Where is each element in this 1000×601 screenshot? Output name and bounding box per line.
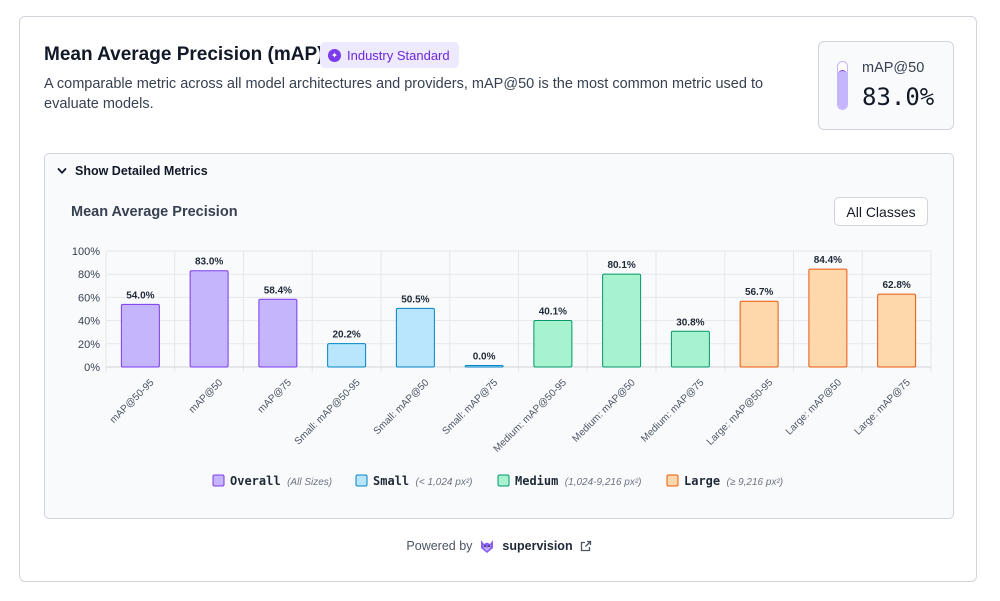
bar-large-map-75 bbox=[877, 293, 917, 368]
legend-note-large: (≥ 9,216 px²) bbox=[727, 477, 784, 488]
y-tick-label: 100% bbox=[72, 246, 100, 258]
bar-value-label: 40.1% bbox=[539, 306, 567, 317]
badge-label: Industry Standard bbox=[347, 47, 450, 63]
kpi-value: 83.0% bbox=[862, 83, 935, 111]
description: A comparable metric across all model arc… bbox=[44, 76, 764, 112]
y-tick-label: 20% bbox=[78, 339, 100, 351]
bar-large-map-50 bbox=[808, 268, 848, 368]
bar-value-label: 50.5% bbox=[401, 294, 429, 305]
y-tick-label: 0% bbox=[84, 362, 100, 374]
x-category-label: Medium: mAP@50 bbox=[571, 377, 639, 445]
bar-value-label: 84.4% bbox=[814, 255, 842, 266]
x-category-label: mAP@50 bbox=[187, 377, 225, 415]
legend-note-overall: (All Sizes) bbox=[287, 477, 332, 488]
legend-swatch-overall bbox=[212, 474, 225, 487]
legend-swatch-large bbox=[666, 474, 679, 487]
chart-title: Mean Average Precision bbox=[71, 204, 238, 220]
bar-medium-map-75 bbox=[670, 330, 710, 368]
x-category-label: mAP@75 bbox=[256, 377, 294, 415]
bar-value-label: 54.0% bbox=[126, 290, 154, 301]
bar-value-label: 30.8% bbox=[676, 317, 704, 328]
detailed-metrics-panel: Show Detailed Metrics Mean Average Preci… bbox=[44, 153, 954, 519]
bar-map-75 bbox=[258, 298, 298, 368]
bar-small-map-50 bbox=[395, 307, 435, 368]
x-category-label: Medium: mAP@75 bbox=[639, 377, 707, 445]
legend-note-small: (< 1,024 px²) bbox=[416, 477, 473, 488]
bar-map-50-95 bbox=[120, 303, 160, 368]
x-category-label: Large: mAP@50-95 bbox=[705, 377, 776, 448]
supervision-logo-icon bbox=[481, 540, 494, 553]
x-category-label: Small: mAP@50-95 bbox=[293, 377, 363, 447]
all-classes-dropdown[interactable]: All Classes bbox=[834, 197, 928, 226]
chevron-down-icon bbox=[57, 168, 67, 174]
bar-small-map-50-95 bbox=[327, 343, 367, 368]
kpi-gauge-fill bbox=[838, 70, 847, 109]
industry-standard-badge: ✦ Industry Standard bbox=[320, 42, 459, 68]
bar-large-map-50-95 bbox=[739, 300, 779, 368]
bar-medium-map-50-95 bbox=[533, 319, 573, 368]
x-category-label: Large: mAP@50 bbox=[784, 377, 844, 437]
bar-value-label: 83.0% bbox=[195, 257, 223, 268]
bar-value-label: 58.4% bbox=[264, 285, 292, 296]
legend-swatch-small bbox=[355, 474, 368, 487]
legend-name-small: Small bbox=[373, 474, 409, 488]
bar-map-50 bbox=[189, 270, 229, 368]
kpi-map50: mAP@50 83.0% bbox=[818, 41, 954, 130]
legend-swatch-medium bbox=[497, 474, 510, 487]
page-title: Mean Average Precision (mAP) bbox=[44, 44, 324, 65]
kpi-label: mAP@50 bbox=[862, 60, 925, 76]
show-detailed-metrics-toggle[interactable]: Show Detailed Metrics bbox=[57, 164, 208, 178]
x-category-label: Small: mAP@75 bbox=[440, 377, 500, 437]
x-category-label: Large: mAP@75 bbox=[853, 377, 913, 437]
bar-medium-map-50 bbox=[602, 273, 642, 368]
bar-value-label: 56.7% bbox=[745, 287, 773, 298]
y-tick-label: 40% bbox=[78, 316, 100, 328]
bar-value-label: 0.0% bbox=[473, 352, 496, 363]
bar-value-label: 62.8% bbox=[882, 280, 910, 291]
x-category-label: Medium: mAP@50-95 bbox=[492, 377, 570, 455]
badge-star-icon: ✦ bbox=[328, 48, 341, 62]
map-bar-chart: 0% 20% 40% 60% 80% 100% 54.0% mAP@50-95 83.0% mAP… bbox=[72, 246, 932, 488]
external-link-icon[interactable] bbox=[580, 540, 592, 552]
footer: Powered by supervision bbox=[20, 538, 978, 554]
legend-name-large: Large bbox=[684, 474, 720, 488]
legend-note-medium: (1,024-9,216 px²) bbox=[565, 477, 642, 488]
legend-name-medium: Medium bbox=[515, 474, 558, 488]
kpi-gauge bbox=[837, 61, 848, 110]
map-card: Mean Average Precision (mAP) ✦ Industry … bbox=[19, 16, 977, 582]
bar-small-map-75 bbox=[464, 365, 504, 368]
toggle-label: Show Detailed Metrics bbox=[75, 164, 208, 178]
bar-value-label: 80.1% bbox=[607, 260, 635, 271]
y-tick-label: 60% bbox=[78, 292, 100, 304]
bar-value-label: 20.2% bbox=[332, 330, 360, 341]
footer-brand: supervision bbox=[502, 539, 573, 553]
x-category-label: Small: mAP@50 bbox=[372, 377, 432, 437]
x-category-label: mAP@50-95 bbox=[108, 377, 157, 426]
footer-prefix: Powered by bbox=[406, 539, 473, 553]
legend-name-overall: Overall bbox=[230, 474, 281, 488]
y-tick-label: 80% bbox=[78, 269, 100, 281]
